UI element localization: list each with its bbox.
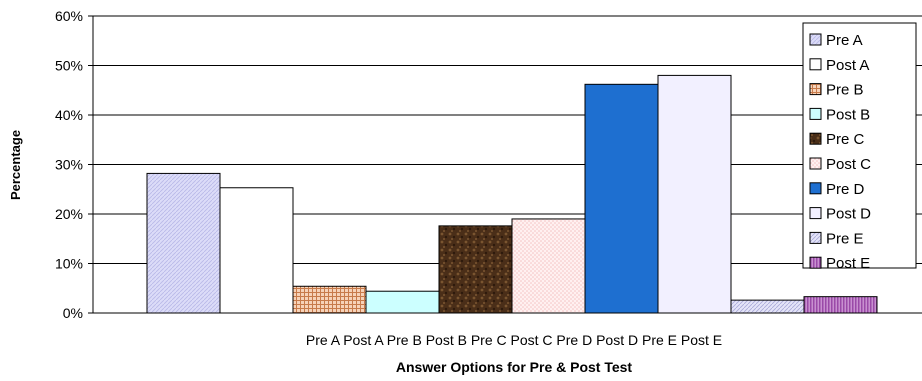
y-axis-title: Percentage <box>8 130 23 200</box>
legend-label: Post B <box>826 106 870 123</box>
bar-pre-c <box>438 225 513 314</box>
legend-swatch <box>809 58 822 71</box>
legend-label: Pre C <box>826 131 865 148</box>
legend-box <box>802 22 917 269</box>
y-tick-label: 60% <box>55 8 83 24</box>
legend: Pre A Post A Pre B Post B Pre C Post C Pre D Po… <box>802 22 917 272</box>
y-axis-ticks: 0% 10% 20% 30% 40% 50% 60% <box>55 8 93 321</box>
bar-post-b <box>365 290 440 314</box>
legend-label: Pre D <box>826 181 865 198</box>
legend-swatch <box>809 107 822 120</box>
legend-label: Post D <box>826 206 871 223</box>
bar-pre-a <box>146 172 221 314</box>
legend-swatch <box>809 182 822 195</box>
x-axis-title: Answer Options for Pre & Post Test <box>396 359 633 375</box>
bar-pre-e <box>730 299 805 314</box>
bar-post-e <box>803 296 878 314</box>
legend-label: Pre E <box>826 230 864 247</box>
y-tick-label: 40% <box>55 107 83 123</box>
legend-swatch <box>809 83 822 96</box>
bar-pre-b <box>292 285 367 314</box>
legend-swatch <box>809 256 822 269</box>
legend-swatch <box>809 132 822 145</box>
y-tick-label: 30% <box>55 157 83 173</box>
axes <box>88 16 922 314</box>
legend-swatch <box>809 33 822 46</box>
legend-swatch <box>809 157 822 170</box>
legend-label: Pre A <box>826 32 863 49</box>
y-tick-label: 20% <box>55 206 83 222</box>
y-tick-label: 50% <box>55 58 83 74</box>
bar-post-c <box>511 218 586 314</box>
bar-pre-d <box>584 83 659 314</box>
legend-label: Pre B <box>826 82 864 99</box>
legend-label: Post C <box>826 156 871 173</box>
y-tick-label: 10% <box>55 256 83 272</box>
bar-post-a <box>219 187 294 314</box>
y-tick-label: 0% <box>63 305 83 321</box>
legend-swatch <box>809 231 822 244</box>
bars <box>146 74 878 314</box>
x-axis-category-labels: Pre A Post A Pre B Post B Pre C Post C P… <box>306 332 722 348</box>
bar-post-d <box>657 74 732 314</box>
legend-swatch <box>809 207 822 220</box>
legend-label: Post E <box>826 255 870 272</box>
legend-label: Post A <box>826 57 869 74</box>
